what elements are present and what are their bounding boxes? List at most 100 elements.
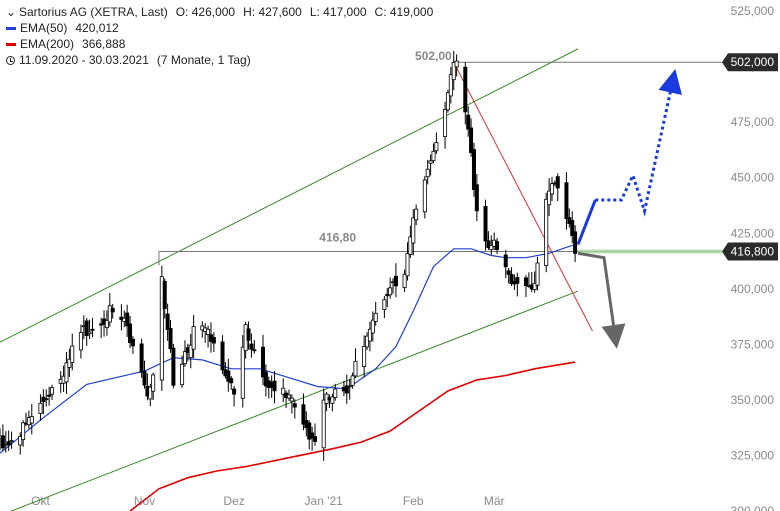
candle-body	[573, 231, 578, 254]
candle-body	[313, 436, 318, 442]
candle-body	[6, 441, 11, 445]
candle-body	[365, 335, 370, 348]
candle-body	[347, 385, 352, 388]
candle-body	[78, 332, 83, 351]
candle-body	[388, 287, 393, 296]
candle-body	[142, 371, 147, 386]
candle-body	[469, 127, 474, 153]
candle-body	[362, 346, 367, 367]
collapse-icon[interactable]: ⌄	[6, 5, 17, 19]
candle-body	[414, 208, 419, 221]
candle-body	[555, 176, 560, 189]
ema200-value: 366,888	[82, 37, 126, 51]
candle-body	[272, 380, 277, 392]
candle-body	[370, 319, 375, 334]
candle-body	[159, 276, 164, 381]
candle-body	[286, 394, 291, 399]
y-tick-label: 425,000	[731, 226, 775, 240]
low-value: L: 417,000	[309, 5, 367, 19]
candle-body	[9, 440, 14, 442]
candle-body	[104, 320, 109, 329]
candle-body	[428, 160, 433, 164]
x-tick-label: Dez	[223, 494, 244, 508]
candle-body	[431, 150, 436, 162]
candle-body	[44, 398, 49, 401]
candle-body	[330, 396, 335, 404]
close-value: C: 419,000	[374, 5, 434, 19]
candle-body	[425, 168, 430, 178]
candle-body	[503, 254, 508, 268]
candle-body	[180, 363, 185, 386]
candle-body	[310, 432, 315, 439]
candle-body	[87, 331, 92, 335]
candle-body	[128, 323, 133, 344]
candle-body	[182, 351, 187, 365]
downtrend-line	[453, 61, 593, 332]
ema200-swatch	[6, 42, 16, 46]
candle-body	[564, 182, 569, 220]
annotation-layer: 502,00 416,80 502,000 416,800	[319, 49, 778, 349]
axis-layer: 300,000 325,000 350,000 375,000 400,000 425,0…	[31, 4, 774, 511]
y-tick-label: 325,000	[731, 448, 775, 462]
ema50-value: 420,012	[75, 21, 119, 35]
candle-body	[489, 244, 494, 250]
ema50-row: EMA(50) 420,012	[6, 20, 433, 36]
candle-body	[547, 190, 552, 206]
candle-body	[570, 220, 575, 237]
y-tick-label: 300,000	[731, 504, 775, 511]
candle-body	[301, 404, 306, 425]
y-tick-label: 375,000	[731, 337, 775, 351]
candle-body	[226, 370, 231, 382]
ema200-row: EMA(200) 366,888	[6, 36, 433, 52]
candle-body	[532, 282, 537, 290]
candle-body	[321, 399, 326, 449]
range-detail: (7 Monate, 1 Tag)	[156, 53, 251, 67]
candle-body	[139, 343, 144, 373]
candle-body	[486, 240, 491, 248]
candle-body	[50, 387, 55, 395]
candle-body	[246, 328, 251, 341]
candle-body	[90, 328, 95, 331]
candle-body	[229, 378, 234, 384]
candle-body	[162, 280, 167, 309]
candle-body	[252, 349, 257, 352]
candle-body	[29, 416, 34, 424]
candle-body	[125, 312, 130, 327]
candles	[0, 50, 578, 461]
candle-body	[148, 386, 153, 400]
scenario-up-dotted	[595, 69, 682, 217]
candle-body	[405, 253, 410, 277]
candle-body	[373, 312, 378, 322]
candle-body	[466, 114, 471, 130]
candle-body	[220, 341, 225, 371]
candle-body	[515, 277, 520, 284]
candle-body	[463, 66, 468, 113]
candle-body	[509, 274, 514, 284]
channel-upper-line	[0, 48, 579, 343]
candle-body	[402, 273, 407, 288]
candle-body	[393, 275, 398, 287]
scenario-down-arrow	[577, 251, 626, 349]
candle-body	[107, 305, 112, 323]
candle-body	[211, 337, 216, 344]
clock-icon	[6, 55, 15, 65]
candle-body	[191, 326, 196, 350]
x-tick-label: Feb	[403, 494, 424, 508]
y-tick-label: 350,000	[731, 393, 775, 407]
candle-body	[47, 394, 52, 397]
candle-body	[448, 74, 453, 97]
support-price-tag: 416,800	[731, 245, 775, 259]
candle-body	[506, 270, 511, 275]
candle-body	[422, 179, 427, 213]
candle-body	[171, 347, 176, 386]
candle-body	[110, 308, 115, 313]
range-row: 11.09.2020 - 30.03.2021 (7 Monate, 1 Tag…	[6, 52, 433, 68]
candle-body	[451, 62, 456, 81]
candle-body	[535, 262, 540, 286]
candle-body	[350, 375, 355, 386]
candle-body	[495, 241, 500, 250]
date-range: 11.09.2020 - 30.03.2021	[19, 53, 149, 67]
support-price-tag-bg	[722, 242, 778, 261]
chart-legend: ⌄ Sartorius AG (XETRA, Last) O: 426,000 …	[6, 4, 433, 68]
